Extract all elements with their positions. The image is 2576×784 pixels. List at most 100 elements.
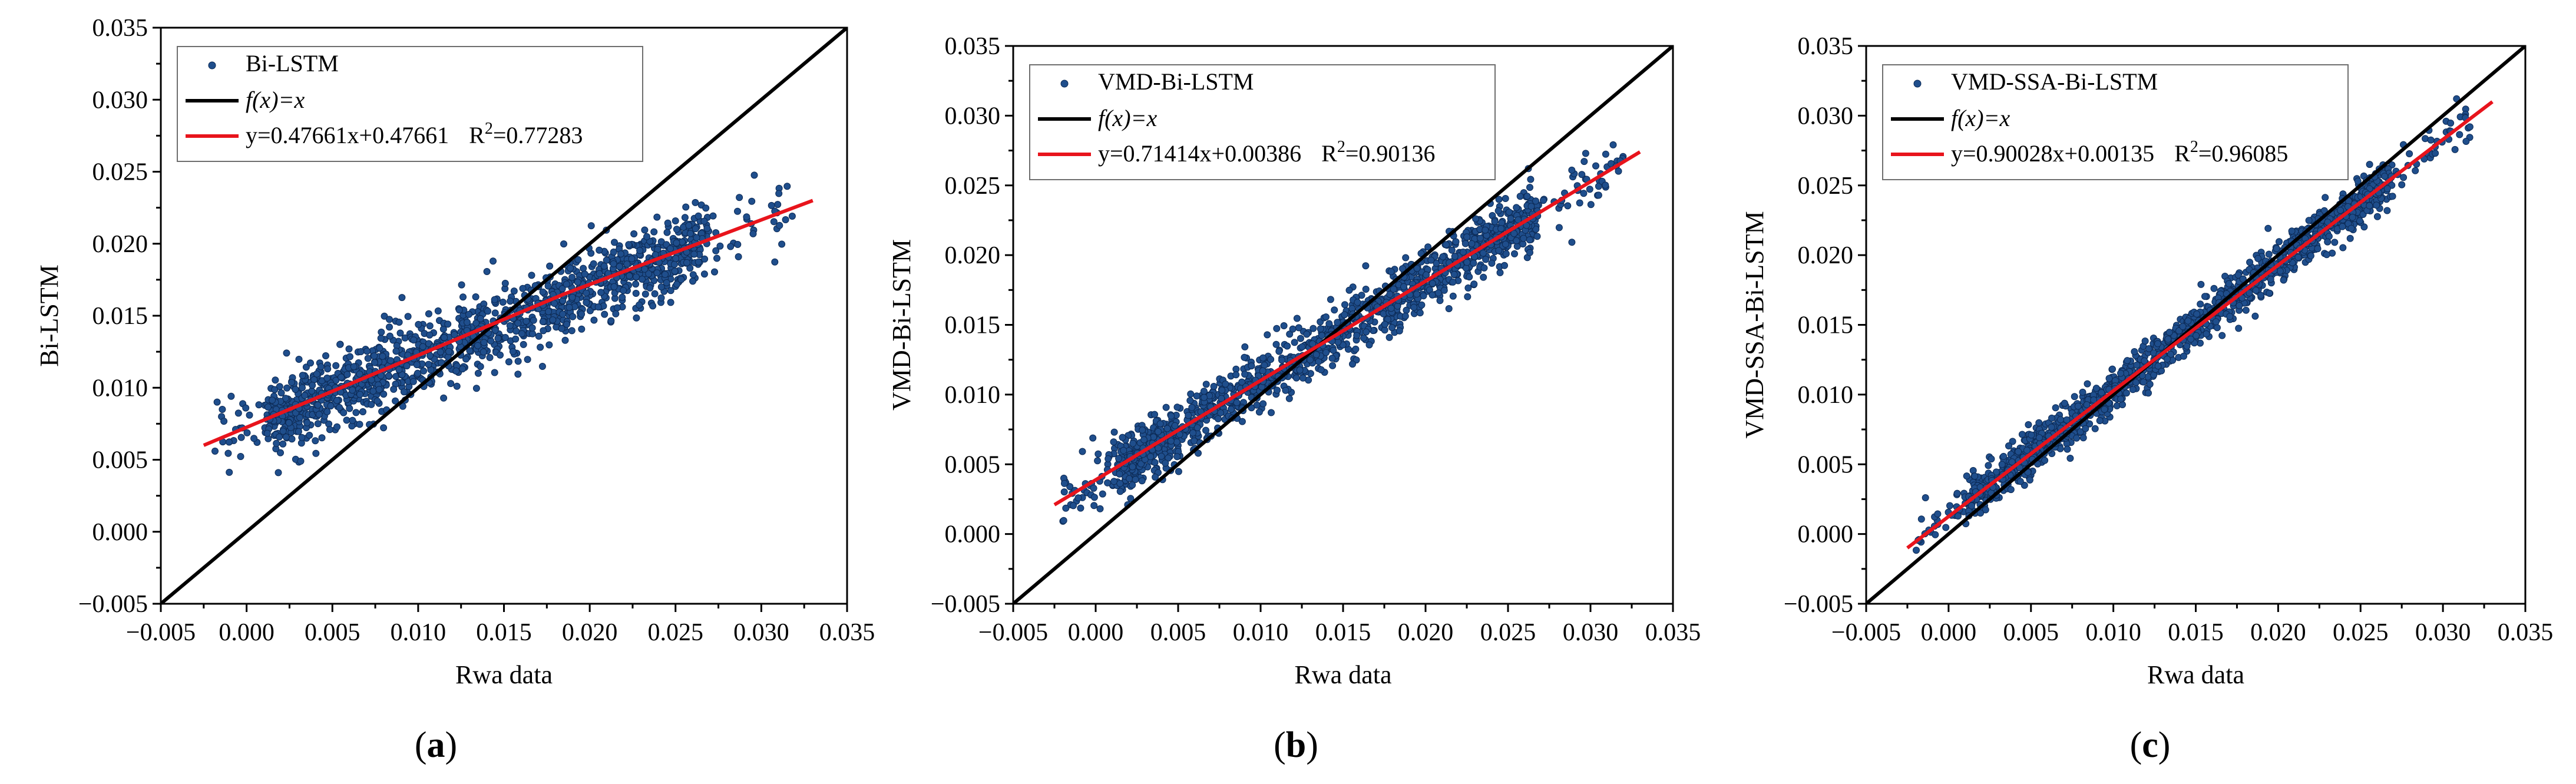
y-tick-label: 0.030 <box>92 87 148 114</box>
scatter-point <box>1127 495 1135 502</box>
scatter-point <box>1285 395 1293 402</box>
scatter-point <box>1168 412 1175 420</box>
scatter-point <box>1568 239 1576 246</box>
scatter-point <box>377 335 385 342</box>
scatter-point <box>2412 167 2419 174</box>
caption-close-paren: ) <box>1306 725 1318 765</box>
scatter-point <box>641 226 649 234</box>
scatter-point <box>1296 366 1304 374</box>
scatter-point <box>1303 330 1311 338</box>
scatter-point <box>692 199 699 206</box>
scatter-point <box>607 317 615 325</box>
x-axis-title: Rwa data <box>1295 660 1392 689</box>
scatter-point <box>633 314 640 322</box>
scatter-point <box>350 363 358 371</box>
scatter-point <box>326 426 333 434</box>
scatter-point <box>1427 256 1435 264</box>
scatter-point <box>558 325 566 332</box>
scatter-point <box>578 310 586 318</box>
legend-label: VMD-Bi-LSTM <box>1098 68 1254 95</box>
scatter-point <box>346 405 353 412</box>
panel-caption: (b) <box>1274 725 1318 765</box>
scatter-point <box>306 432 313 439</box>
scatter-point <box>1309 340 1317 348</box>
scatter-point <box>309 382 316 389</box>
scatter-point <box>2212 318 2220 326</box>
scatter-point <box>610 260 617 267</box>
x-tick-label: 0.015 <box>2168 619 2224 646</box>
x-tick-label: 0.005 <box>1150 619 1206 646</box>
scatter-point <box>626 272 633 280</box>
scatter-point <box>2323 251 2330 259</box>
scatter-point <box>686 264 694 272</box>
scatter-point <box>1946 502 1953 510</box>
scatter-point <box>1255 408 1263 416</box>
scatter-point <box>1284 342 1291 350</box>
scatter-point <box>646 284 654 292</box>
scatter-point <box>356 421 363 428</box>
x-tick-label: 0.030 <box>733 619 789 646</box>
scatter-point <box>1070 502 1077 510</box>
scatter-point <box>788 213 796 220</box>
scatter-point <box>2183 342 2191 350</box>
scatter-point <box>616 263 623 270</box>
scatter-point <box>743 213 750 221</box>
scatter-point <box>1307 356 1314 363</box>
scatter-point <box>386 323 393 331</box>
scatter-point <box>518 330 525 338</box>
scatter-point <box>299 372 306 379</box>
scatter-point <box>689 271 697 279</box>
x-tick-label: 0.005 <box>2003 619 2059 646</box>
x-tick-label: 0.015 <box>476 619 532 646</box>
y-tick-label: 0.000 <box>945 521 1001 548</box>
x-tick-label: 0.030 <box>1563 619 1619 646</box>
scatter-point <box>700 270 708 278</box>
r2-symbol: R <box>1321 140 1337 167</box>
scatter-point <box>419 343 426 350</box>
scatter-point <box>1595 183 1602 190</box>
scatter-point <box>586 307 594 315</box>
scatter-point <box>283 349 290 357</box>
scatter-point <box>632 280 640 288</box>
scatter-point <box>1526 184 1533 191</box>
scatter-point <box>1451 253 1459 260</box>
scatter-point <box>1191 437 1198 445</box>
scatter-point <box>530 316 537 324</box>
scatter-point <box>1341 311 1348 319</box>
scatter-point <box>641 290 649 298</box>
scatter-point <box>546 262 554 270</box>
scatter-point <box>447 380 455 388</box>
scatter-point <box>1450 270 1458 278</box>
scatter-point <box>2236 302 2243 309</box>
scatter-point <box>563 280 570 288</box>
scatter-point <box>2257 292 2264 299</box>
scatter-point <box>1099 490 1106 498</box>
scatter-point <box>420 367 427 375</box>
scatter-point <box>782 216 789 223</box>
scatter-point <box>712 247 720 254</box>
equation-text: y=0.90028x+0.00135 <box>1951 140 2154 167</box>
legend-equation: y=0.47661x+0.47661 R2=0.77283 <box>246 120 583 148</box>
scatter-point <box>1273 325 1281 332</box>
scatter-point <box>727 243 735 250</box>
scatter-point <box>349 416 356 424</box>
scatter-point <box>1155 444 1162 452</box>
scatter-point <box>713 254 720 262</box>
scatter-point <box>539 318 547 325</box>
scatter-point <box>2347 224 2355 232</box>
scatter-point <box>250 435 258 442</box>
scatter-point <box>2354 177 2362 185</box>
scatter-point <box>1202 381 1210 388</box>
scatter-point <box>392 348 400 355</box>
scatter-point <box>1434 289 1442 297</box>
scatter-point <box>346 353 353 360</box>
x-tick-label: 0.010 <box>1233 619 1289 646</box>
scatter-point <box>296 414 303 421</box>
scatter-point <box>2071 393 2078 401</box>
scatter-point <box>1218 395 1225 402</box>
x-axis-title: Rwa data <box>455 660 553 689</box>
scatter-point <box>211 447 219 455</box>
scatter-point <box>1362 262 1370 270</box>
scatter-point <box>1193 392 1201 400</box>
